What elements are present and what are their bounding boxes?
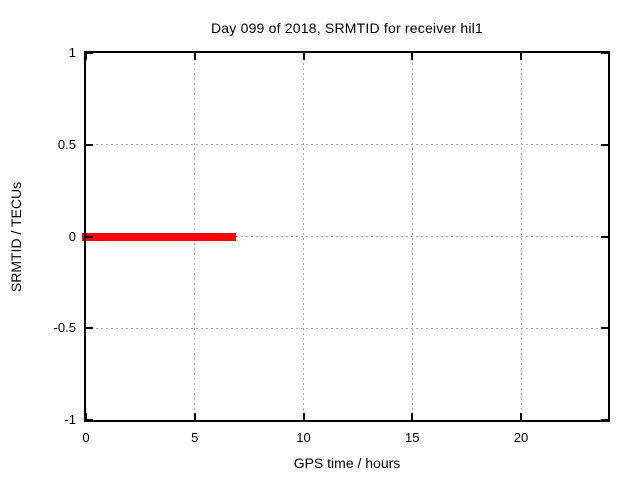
y-tick-label: -0.5 [53,320,76,336]
tick-mark [302,413,305,420]
y-tick-label: 0 [68,228,76,244]
tick-mark [520,53,522,60]
x-tick-label: 15 [405,430,420,445]
tick-mark [85,413,87,420]
tick-mark [193,53,196,60]
y-tick-label: 1 [68,45,76,60]
tick-mark [601,419,608,421]
tick-mark [86,235,93,238]
x-tick-label: 0 [82,430,90,445]
gridline [86,327,608,329]
x-tick-label: 5 [191,430,199,445]
tick-mark [601,235,608,238]
tick-mark [302,53,305,60]
tick-mark [601,143,608,146]
y-tick-label: 0.5 [57,136,76,152]
y-tick-label: -1 [64,412,76,427]
tick-mark [86,419,93,421]
gridline [86,236,608,237]
chart-title: Day 099 of 2018, SRMTID for receiver hil… [211,20,483,36]
tick-mark [411,53,414,60]
x-tick-label: 20 [513,430,529,445]
tick-mark [520,413,522,420]
x-axis-label: GPS time / hours [293,455,401,471]
tick-mark [86,143,93,146]
gridline [86,144,608,146]
tick-mark [86,52,93,54]
tick-mark [411,413,414,420]
tick-mark [85,53,87,60]
tick-mark [601,52,608,54]
series-line [82,232,236,241]
plot-area [82,51,610,422]
x-tick-label: 10 [296,430,311,445]
tick-mark [193,413,196,420]
tick-mark [86,327,93,330]
tick-mark [601,327,608,330]
